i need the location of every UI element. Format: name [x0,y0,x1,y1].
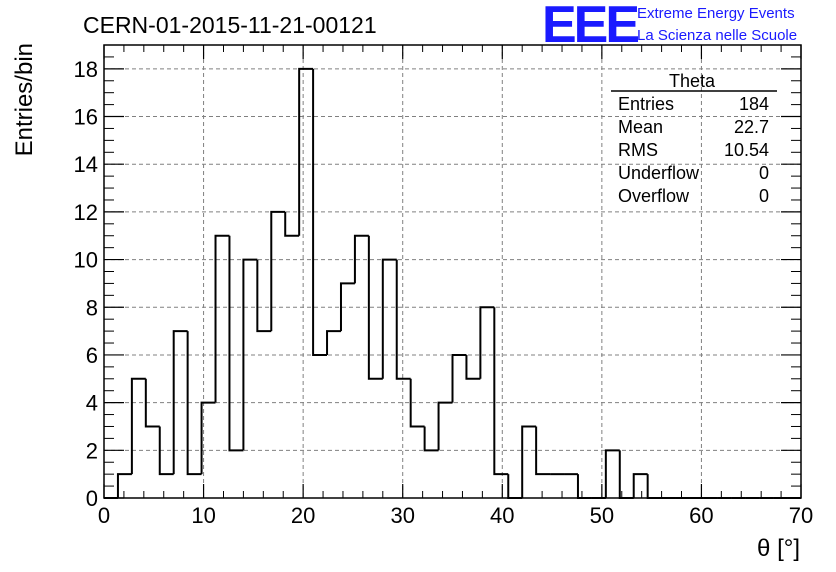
histogram-bin [312,68,328,356]
histogram-bin [256,259,272,333]
histogram-bin [451,353,467,403]
histogram-bin [353,234,369,284]
y-tick-label: 12 [74,200,98,225]
stats-row-value: 0 [759,163,769,183]
histogram-bin [604,449,620,498]
x-tick-label: 40 [490,503,514,528]
y-axis-title: Entries/bin [11,43,38,156]
y-tick-label: 10 [74,248,98,273]
y-tick-label: 14 [74,152,98,177]
histogram-bin [186,331,202,476]
histogram-bin [381,258,397,379]
logo-line-2: La Scienza nelle Scuole [637,27,797,44]
y-tick-label: 6 [86,343,98,368]
y-tick-label: 16 [74,105,98,130]
histogram-bin [214,234,230,403]
eee-logo: EEE Extreme Energy Events La Scienza nel… [542,0,797,54]
histogram-bin [158,426,174,476]
histogram-bin [507,474,523,499]
histogram-bin [493,307,509,476]
histogram-bin [144,378,160,428]
stats-row-value: 184 [739,94,769,114]
stats-row-value: 0 [759,186,769,206]
histogram-bin [339,282,355,332]
x-axis-title: θ [°] [757,535,800,562]
stats-row-label: Entries [618,94,674,114]
histogram-bin [228,235,244,452]
tick-labels: 0 10 20 30 40 50 60 70 0 2 4 6 8 10 12 14 16 18 [74,57,814,528]
histogram-bin [116,473,132,498]
y-tick-label: 0 [86,486,98,511]
stats-title: Theta [669,71,716,91]
x-tick-label: 10 [191,503,215,528]
histogram-bin [618,450,634,499]
histogram-bins [104,67,801,499]
grid-lines [104,45,801,498]
histogram-bin [535,426,551,476]
y-tick-label: 4 [86,391,98,416]
stats-row-label: Underflow [618,163,700,183]
x-tick-label: 70 [789,503,813,528]
histogram-bin [242,258,258,451]
histogram-bin [576,474,592,499]
y-tick-label: 18 [74,57,98,82]
chart-title: CERN-01-2015-11-21-00121 [83,12,377,38]
histogram-bin [270,210,286,332]
histogram-bin [632,473,648,498]
plot-frame [103,44,802,499]
x-tick-label: 50 [590,503,614,528]
histogram-bin [130,377,146,475]
axis-ticks [103,44,802,499]
histogram-bin [423,426,439,452]
stats-rows: Entries 184 Mean 22.7 RMS 10.54 Underflow 0 Over… [618,94,769,206]
histogram-bin [284,211,300,237]
stats-row-value: 10.54 [724,140,769,160]
histogram-bin [395,259,411,380]
y-tick-label: 2 [86,438,98,463]
histogram-bin [172,330,188,475]
stats-row-label: Mean [618,117,663,137]
histogram-bin [367,235,383,380]
stats-row-label: RMS [618,140,658,160]
histogram-bin [326,330,341,355]
logo-line-1: Extreme Energy Events [637,5,795,22]
logo-mark: EEE [542,0,638,54]
stats-row-label: Overflow [618,186,690,206]
x-tick-label: 60 [689,503,713,528]
histogram-bin [409,378,425,428]
stats-row-value: 22.7 [734,117,769,137]
x-tick-label: 0 [98,503,110,528]
histogram-bin [479,306,495,379]
x-tick-label: 30 [390,503,414,528]
histogram-bin [521,425,537,498]
stats-box: Theta Entries 184 Mean 22.7 RMS 10.54 Underflo… [611,71,777,206]
histogram-bin [646,474,662,499]
histogram-bin [200,401,216,475]
histogram-bin [437,401,453,451]
histogram-bin [465,354,481,380]
y-tick-label: 8 [86,295,98,320]
x-tick-label: 20 [291,503,315,528]
histogram-bin [298,67,314,236]
